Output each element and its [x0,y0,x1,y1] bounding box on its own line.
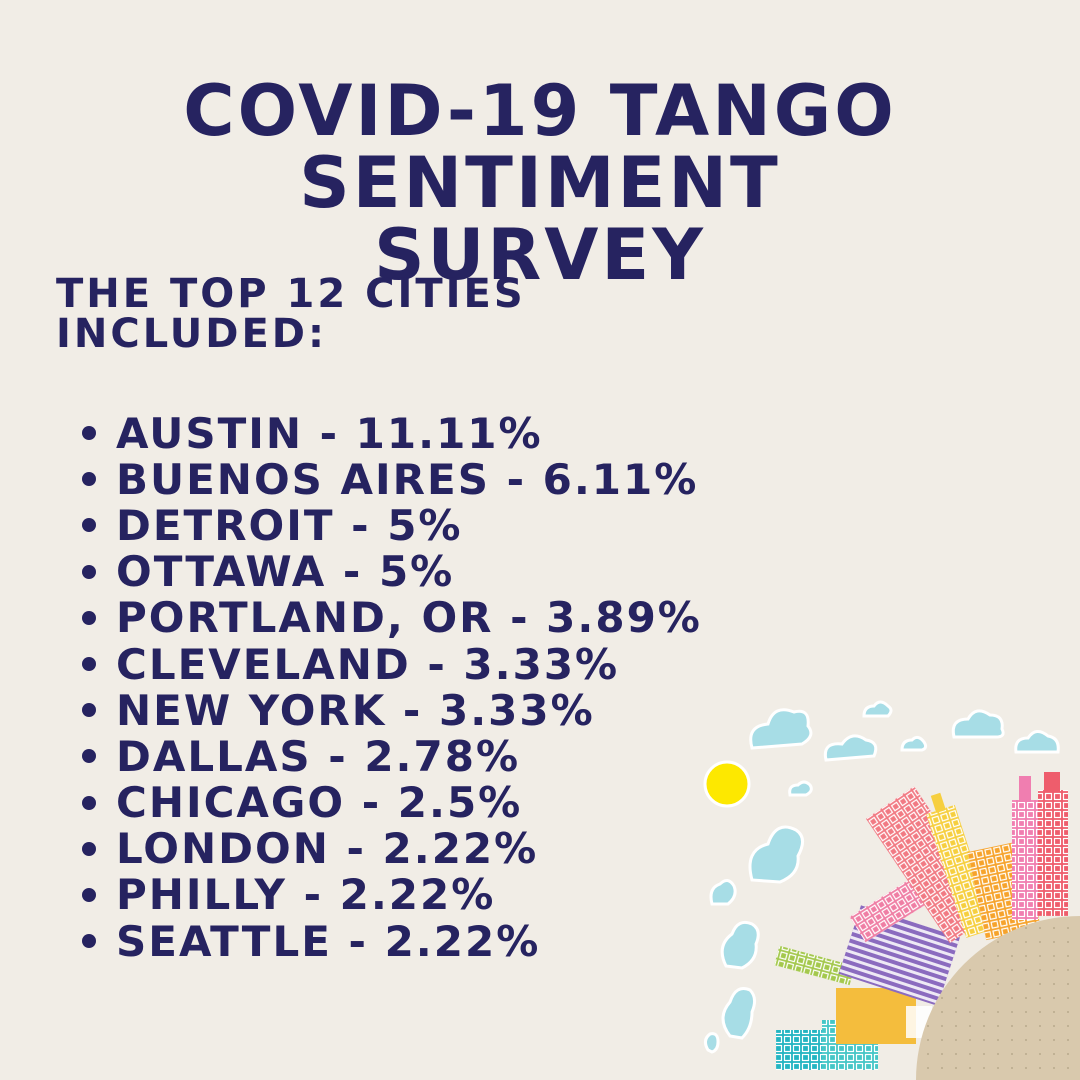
list-item: OTTAWA - 5% [82,547,702,597]
title-line-3: SURVEY [374,213,706,296]
subtitle: THE TOP 12 CITIES INCLUDED: [56,274,756,354]
subtitle-line-1: THE TOP 12 CITIES [56,271,526,317]
bullet-icon [82,472,96,487]
bullet-icon [82,934,96,949]
cloud-icon [749,708,813,750]
city-text: PORTLAND, OR - 3.89% [116,593,702,643]
cloud-icon [788,780,813,797]
city-text: OTTAWA - 5% [116,547,455,597]
city-text: DALLAS - 2.78% [116,731,521,781]
title-line-1: COVID-19 TANGO [183,69,897,152]
ground-circle [916,916,1080,1080]
city-text: LONDON - 2.22% [116,824,539,874]
bullet-icon [82,841,96,856]
cloud-icon [823,734,878,762]
bullet-icon [82,426,96,441]
sun-icon [703,760,751,808]
list-item: LONDON - 2.22% [82,824,702,874]
bullet-icon [82,564,96,579]
bullet-icon [82,657,96,672]
city-text: CHICAGO - 2.5% [116,778,523,828]
cloud-icon [748,825,804,884]
list-item: PHILLY - 2.22% [82,870,702,920]
cloud-icon [703,1032,720,1054]
list-item: DETROIT - 5% [82,500,702,550]
cloud-icon [1014,730,1060,754]
cloud-icon [951,709,1005,739]
city-text: AUSTIN - 11.11% [116,408,543,458]
list-item: CLEVELAND - 3.33% [82,639,702,689]
cloud-icon [862,700,893,718]
list-item: CHICAGO - 2.5% [82,778,702,828]
page-title: COVID-19 TANGO SENTIMENT SURVEY [0,75,1080,291]
cloud-icon [721,987,757,1040]
bullet-icon [82,518,96,533]
bullet-icon [82,795,96,810]
buildings [774,772,1068,1070]
city-list: AUSTIN - 11.11% BUENOS AIRES - 6.11% DET… [82,408,702,966]
list-item: BUENOS AIRES - 6.11% [82,454,702,504]
city-text: NEW YORK - 3.33% [116,685,595,735]
bullet-icon [82,703,96,718]
cloud-icon [720,920,760,970]
bullet-icon [82,610,96,625]
list-item: AUSTIN - 11.11% [82,408,702,458]
title-line-2: SENTIMENT [299,141,781,224]
cloud-icon [709,879,737,906]
list-item: DALLAS - 2.78% [82,731,702,781]
list-item: PORTLAND, OR - 3.89% [82,593,702,643]
city-text: CLEVELAND - 3.33% [116,639,620,689]
city-text: DETROIT - 5% [116,500,463,550]
city-text: PHILLY - 2.22% [116,870,496,920]
city-text: SEATTLE - 2.22% [116,916,541,966]
list-item: NEW YORK - 3.33% [82,685,702,735]
list-item: SEATTLE - 2.22% [82,916,702,966]
city-text: BUENOS AIRES - 6.11% [116,454,699,504]
subtitle-line-2: INCLUDED: [56,311,327,357]
bullet-icon [82,887,96,902]
cloud-icon [900,735,928,752]
bullet-icon [82,749,96,764]
